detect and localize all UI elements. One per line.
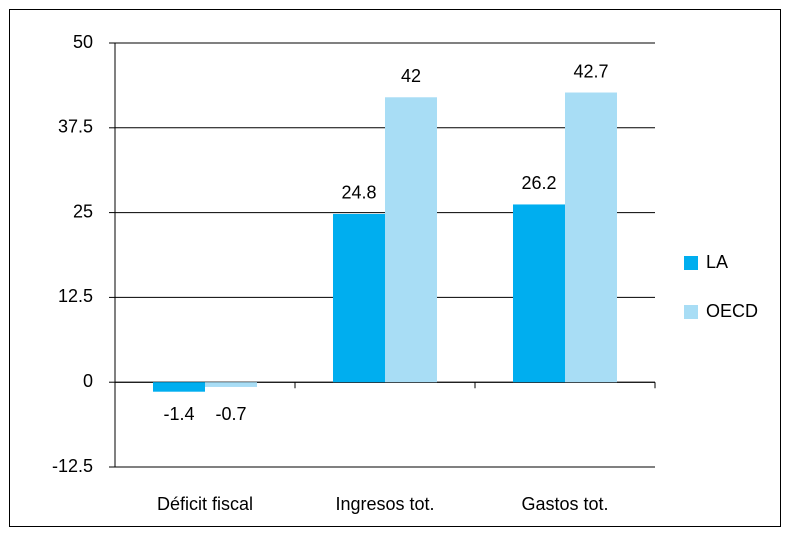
- value-label: 42.7: [573, 61, 608, 81]
- y-tick-label: 25: [73, 201, 93, 221]
- x-tick-label: Gastos tot.: [521, 494, 608, 514]
- value-label: 24.8: [341, 183, 376, 203]
- bar: [385, 97, 437, 383]
- bar: [153, 382, 205, 392]
- y-tick-label: 12.5: [58, 286, 93, 306]
- x-tick-label: Ingresos tot.: [335, 494, 434, 514]
- y-tick-label: 0: [83, 371, 93, 391]
- y-tick-label: -12.5: [52, 456, 93, 476]
- x-tick-label: Déficit fiscal: [157, 494, 253, 514]
- value-label: -0.7: [215, 404, 246, 424]
- bar: [565, 92, 617, 383]
- bar: [513, 204, 565, 383]
- bar: [205, 382, 257, 387]
- value-label: -1.4: [163, 404, 194, 424]
- value-label: 42: [401, 66, 421, 86]
- legend-label: LA: [706, 252, 728, 272]
- legend-swatch: [684, 305, 698, 319]
- legend-swatch: [684, 256, 698, 270]
- bar: [333, 213, 385, 383]
- y-tick-label: 37.5: [58, 117, 93, 137]
- y-tick-label: 50: [73, 32, 93, 52]
- value-label: 26.2: [521, 173, 556, 193]
- legend-label: OECD: [706, 301, 758, 321]
